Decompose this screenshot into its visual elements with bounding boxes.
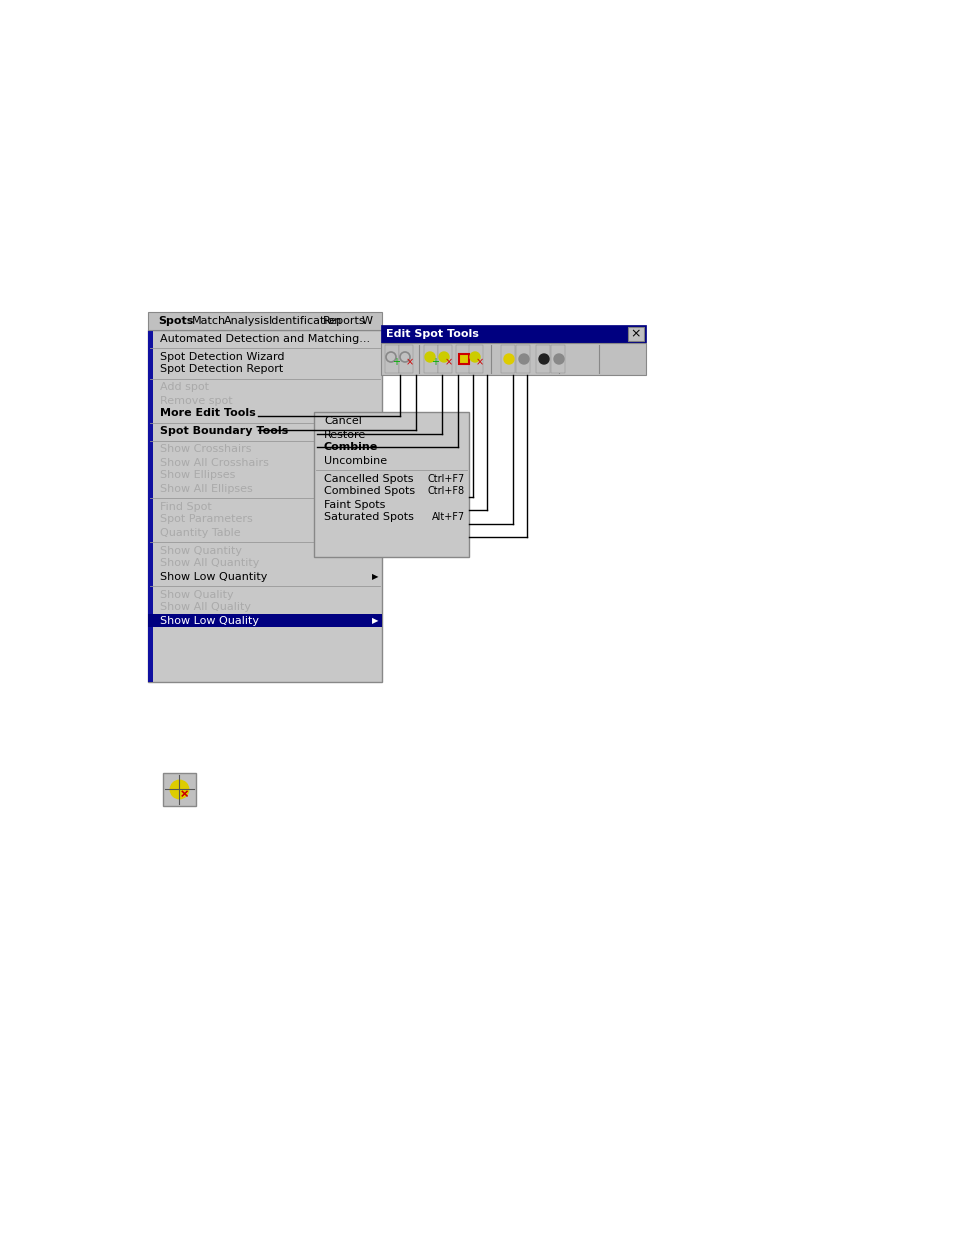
Text: Reports: Reports	[323, 316, 365, 326]
Bar	[148, 312, 381, 330]
Bar	[437, 345, 452, 373]
Bar	[148, 330, 381, 682]
Bar	[516, 345, 530, 373]
Text: Show Quality: Show Quality	[160, 589, 233, 599]
Text: Show Low Quality: Show Low Quality	[160, 615, 258, 625]
Bar	[627, 327, 643, 341]
Text: Show All Ellipses: Show All Ellipses	[160, 483, 253, 494]
Bar	[148, 330, 152, 682]
Circle shape	[538, 354, 548, 364]
Text: ▶: ▶	[371, 572, 377, 580]
Text: +: +	[431, 357, 438, 367]
Text: Ctrl+F7: Ctrl+F7	[427, 473, 464, 483]
Text: ×: ×	[179, 789, 189, 799]
Text: Edit Spot Tools: Edit Spot Tools	[386, 329, 478, 338]
Text: ×: ×	[444, 357, 453, 367]
Circle shape	[470, 352, 479, 362]
Text: Show Ellipses: Show Ellipses	[160, 471, 235, 480]
Bar	[398, 345, 413, 373]
Text: Show Quantity: Show Quantity	[160, 546, 242, 556]
Text: ×: ×	[630, 327, 640, 341]
Text: Show All Quality: Show All Quality	[160, 603, 251, 613]
Text: Restore: Restore	[324, 430, 366, 440]
Text: +: +	[392, 357, 399, 367]
Text: Identification: Identification	[269, 316, 342, 326]
Text: Spot Boundary Tools: Spot Boundary Tools	[160, 426, 288, 436]
Text: F6: F6	[365, 515, 376, 525]
Bar	[423, 345, 437, 373]
Text: Faint Spots: Faint Spots	[324, 499, 385, 510]
Bar	[500, 345, 515, 373]
Bar	[385, 345, 398, 373]
Bar	[469, 345, 482, 373]
Text: Quantity Table: Quantity Table	[160, 527, 240, 537]
Text: Ctrl+F8: Ctrl+F8	[428, 487, 464, 496]
Circle shape	[503, 354, 514, 364]
Bar	[551, 345, 564, 373]
Text: Combined Spots: Combined Spots	[324, 487, 415, 496]
Text: Alt+F7: Alt+F7	[432, 513, 464, 522]
Bar	[380, 343, 645, 375]
Circle shape	[518, 354, 529, 364]
Bar	[163, 773, 195, 806]
Text: Alt+F5: Alt+F5	[343, 546, 376, 556]
Text: Spot Detection Wizard: Spot Detection Wizard	[160, 352, 284, 362]
Text: Spot Detection Report: Spot Detection Report	[160, 364, 283, 374]
Text: Match: Match	[192, 316, 226, 326]
Bar	[536, 345, 550, 373]
Text: Add spot: Add spot	[160, 383, 209, 393]
Text: Find Spot: Find Spot	[160, 501, 212, 511]
Text: Cancelled Spots: Cancelled Spots	[324, 473, 413, 483]
Text: Show All Crosshairs: Show All Crosshairs	[160, 457, 269, 468]
Text: Shft+F6: Shft+F6	[337, 527, 376, 537]
Text: Remove spot: Remove spot	[160, 395, 233, 405]
Text: Show Low Quantity: Show Low Quantity	[160, 572, 267, 582]
Text: Spot Parameters: Spot Parameters	[160, 515, 253, 525]
Text: Automated Detection and Matching...: Automated Detection and Matching...	[160, 333, 370, 343]
Text: Spots: Spots	[158, 316, 193, 326]
Circle shape	[424, 352, 435, 362]
Circle shape	[554, 354, 563, 364]
Bar	[148, 614, 381, 627]
Text: Combine: Combine	[324, 442, 377, 452]
Text: ▶: ▶	[371, 616, 377, 625]
Bar	[456, 345, 470, 373]
Text: Uncombine: Uncombine	[324, 456, 387, 466]
Text: Cancel: Cancel	[324, 416, 361, 426]
Text: W: W	[361, 316, 373, 326]
Circle shape	[170, 781, 189, 799]
Text: Saturated Spots: Saturated Spots	[324, 513, 414, 522]
Text: Analysis: Analysis	[224, 316, 270, 326]
Bar	[314, 412, 469, 557]
Bar	[380, 325, 645, 343]
Text: ×: ×	[179, 789, 189, 799]
Text: Show All Quantity: Show All Quantity	[160, 558, 259, 568]
Bar	[458, 354, 469, 364]
Text: ×: ×	[406, 357, 414, 367]
Text: More Edit Tools: More Edit Tools	[160, 409, 255, 419]
Circle shape	[438, 352, 449, 362]
Text: Show Crosshairs: Show Crosshairs	[160, 445, 252, 454]
Text: ×: ×	[476, 357, 483, 367]
